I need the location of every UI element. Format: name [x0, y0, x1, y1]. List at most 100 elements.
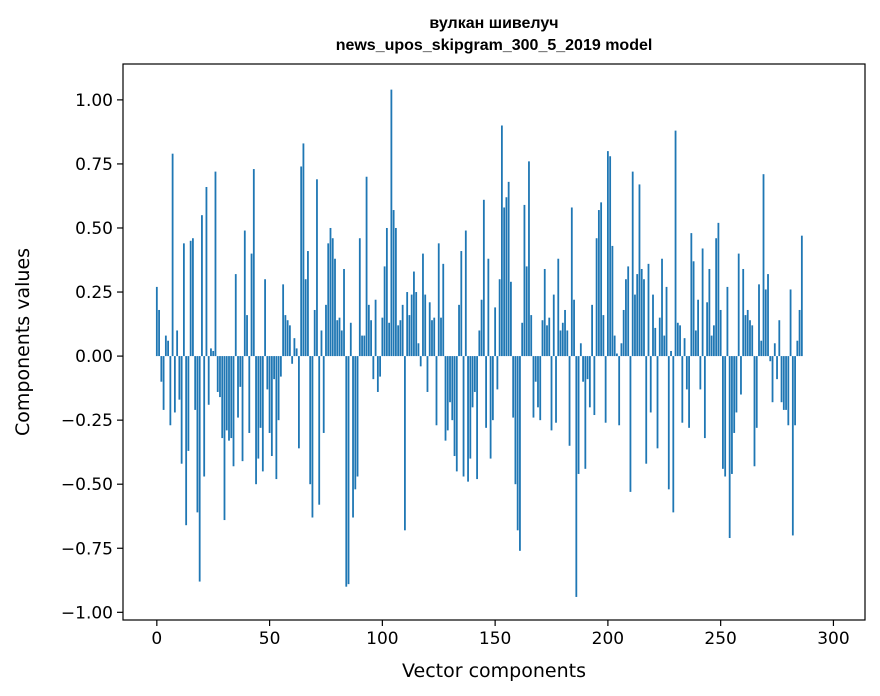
- bar-272: [769, 356, 772, 362]
- bar-163: [523, 204, 526, 357]
- bar-116: [417, 343, 420, 357]
- bar-52: [273, 356, 275, 380]
- bar-110: [404, 356, 406, 531]
- bar-78: [331, 238, 334, 357]
- bar-30: [223, 356, 226, 521]
- x-axis-label: Vector components: [402, 660, 586, 682]
- bar-281: [789, 289, 792, 357]
- bar-176: [552, 294, 555, 357]
- bar-50: [268, 356, 271, 433]
- bar-126: [440, 317, 442, 357]
- bar-139: [469, 356, 472, 459]
- bar-191: [586, 356, 589, 380]
- bar-103: [388, 322, 391, 357]
- bar-237: [690, 233, 693, 357]
- bar-89: [356, 356, 359, 477]
- x-tick-label: 200: [592, 629, 624, 649]
- bar-7: [171, 153, 174, 357]
- bar-196: [597, 210, 600, 357]
- bar-153: [500, 125, 503, 357]
- bar-113: [410, 294, 413, 357]
- bar-219: [649, 356, 652, 413]
- bar-277: [780, 356, 783, 403]
- bar-94: [367, 304, 370, 357]
- bar-187: [577, 356, 580, 474]
- bar-68: [309, 356, 312, 485]
- bar-66: [304, 279, 307, 357]
- bar-92: [363, 335, 366, 357]
- bar-58: [286, 320, 289, 357]
- bar-251: [722, 356, 724, 469]
- bar-201: [609, 156, 612, 357]
- bar-236: [688, 356, 690, 428]
- bar-81: [338, 317, 341, 357]
- bar-149: [491, 356, 494, 421]
- bar-156: [507, 181, 510, 357]
- bar-3: [162, 356, 165, 410]
- bar-51: [270, 356, 273, 457]
- bar-210: [629, 356, 632, 492]
- bar-259: [740, 356, 742, 395]
- bar-129: [446, 356, 449, 431]
- bar-258: [737, 253, 740, 357]
- bar-202: [611, 245, 614, 357]
- bar-264: [751, 325, 754, 357]
- bar-25: [212, 350, 215, 357]
- bar-190: [584, 356, 587, 469]
- bar-242: [701, 248, 704, 357]
- bar-180: [561, 322, 564, 357]
- bar-225: [663, 335, 666, 357]
- y-tick-label: 0.25: [75, 283, 113, 303]
- bar-185: [573, 299, 575, 357]
- bar-35: [234, 274, 237, 357]
- bar-151: [496, 356, 499, 390]
- bar-98: [376, 356, 379, 392]
- bar-179: [559, 330, 562, 357]
- bar-137: [464, 230, 467, 357]
- bar-220: [652, 294, 654, 357]
- bar-230: [674, 130, 677, 357]
- bar-169: [537, 356, 539, 408]
- bar-175: [550, 356, 553, 431]
- x-tick-label: 100: [366, 629, 398, 649]
- bar-107: [397, 325, 400, 357]
- bar-157: [510, 281, 512, 357]
- bar-243: [703, 356, 706, 439]
- bar-135: [460, 251, 463, 357]
- bar-53: [275, 356, 278, 480]
- bar-56: [282, 284, 285, 357]
- y-axis-label: Components values: [12, 248, 34, 436]
- bar-118: [422, 253, 424, 357]
- bar-269: [762, 174, 765, 357]
- bar-60: [291, 356, 294, 364]
- bar-204: [616, 353, 618, 357]
- bar-67: [307, 251, 309, 357]
- bar-72: [318, 356, 321, 505]
- bar-247: [712, 325, 715, 357]
- bar-170: [539, 356, 542, 421]
- bar-85: [347, 356, 350, 585]
- chart-subtitle: news_upos_skipgram_300_5_2019 model: [336, 37, 653, 54]
- bar-133: [455, 356, 458, 472]
- bar-213: [636, 274, 639, 357]
- bar-100: [381, 317, 384, 357]
- bar-203: [613, 335, 616, 357]
- bar-235: [685, 356, 688, 390]
- bar-109: [401, 304, 404, 357]
- bar-33: [230, 356, 233, 439]
- bar-42: [250, 253, 253, 357]
- bar-105: [392, 210, 395, 357]
- bar-124: [435, 356, 438, 426]
- bar-250: [719, 309, 722, 357]
- bar-233: [681, 356, 684, 423]
- bar-221: [654, 327, 657, 357]
- bar-231: [676, 322, 679, 357]
- bar-130: [449, 356, 451, 403]
- bar-227: [667, 356, 670, 490]
- bar-84: [345, 356, 348, 587]
- bar-18: [196, 356, 199, 513]
- bar-186: [575, 356, 578, 597]
- bar-276: [778, 320, 781, 357]
- bar-31: [225, 356, 228, 431]
